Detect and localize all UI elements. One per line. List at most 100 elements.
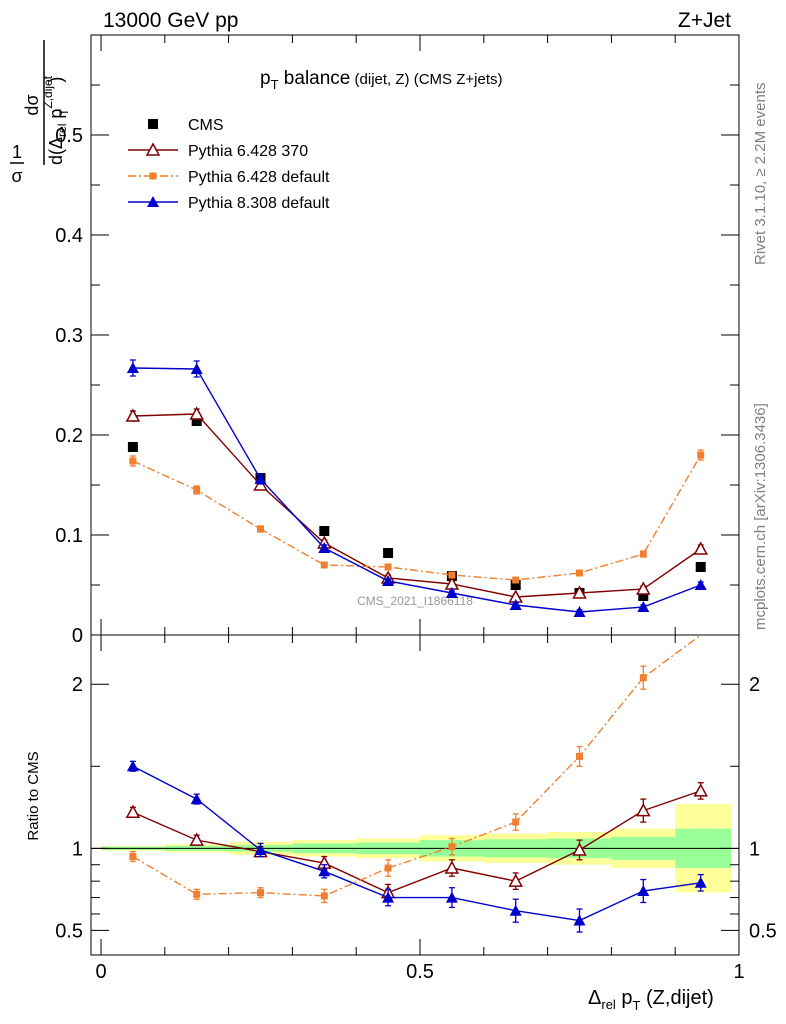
main-point — [191, 416, 202, 426]
ratio-point — [193, 890, 201, 898]
ratio-point — [318, 865, 331, 877]
ratio-point — [254, 843, 267, 855]
ratio-frame — [90, 634, 740, 956]
main-series-line — [132, 454, 702, 581]
x-axis-label: Δrel pT (Z,dijet) — [588, 987, 714, 1013]
ratio-point — [573, 914, 586, 926]
ratio-series-line — [132, 634, 702, 897]
ratio-point — [257, 889, 264, 897]
ratio-point — [126, 760, 139, 772]
ratio-point — [320, 892, 328, 900]
ratio-point — [448, 843, 456, 851]
main-point — [257, 525, 264, 533]
ratio-point — [637, 885, 650, 896]
ratio-series-line — [132, 765, 701, 922]
legend-marker — [148, 119, 158, 129]
ratio-point — [512, 818, 520, 826]
ylabel-sup: Z,dijet — [41, 75, 55, 108]
ratio-series-pythia-8-308-default — [126, 760, 707, 933]
xtick-label: 0 — [95, 961, 106, 983]
ratio-series-pythia-6-428-default — [129, 634, 702, 904]
main-point — [573, 606, 586, 617]
main-point — [193, 486, 201, 494]
ratio-point — [639, 674, 647, 682]
watermark: CMS_2021_I1866118 — [357, 594, 473, 608]
main-point — [697, 451, 705, 459]
ylabel-frac-den: σ — [11, 166, 22, 186]
ratio-point — [382, 891, 395, 903]
main-point — [636, 581, 651, 595]
legend: CMS Pythia 6.428 370 Pythia 6.428 default P… — [128, 117, 330, 212]
main-point — [189, 406, 204, 420]
main-ytick-label: 0.3 — [55, 325, 83, 347]
ratio-point — [576, 752, 583, 760]
ratio-point — [636, 803, 651, 817]
main-ytick-label: 0.5 — [55, 125, 83, 147]
main-series-line — [132, 367, 701, 613]
ratio-ytick-label-right: 0.5 — [749, 920, 777, 942]
main-point — [576, 569, 583, 577]
main-point — [693, 541, 708, 555]
ratio-point — [129, 853, 137, 861]
main-series — [125, 359, 708, 617]
main-point — [695, 562, 706, 572]
main-point — [510, 580, 521, 590]
legend-item: Pythia 8.308 default — [128, 195, 330, 212]
svg-text:d(Δrel pZ,dijetT): d(Δrel pZ,dijetT) — [41, 75, 71, 165]
main-point — [694, 579, 707, 590]
legend-marker — [149, 172, 157, 180]
main-point — [639, 550, 647, 558]
rivet-label: Rivet 3.1.10, ≥ 2.2M events — [752, 83, 769, 266]
header-left: 13000 GeV pp — [103, 9, 238, 32]
main-point — [126, 362, 139, 373]
main-point — [512, 576, 520, 584]
ratio-point — [384, 864, 392, 872]
xtick-label: 1 — [733, 961, 744, 983]
main-point — [384, 563, 392, 571]
ylabel-frac-num: 1 — [12, 142, 22, 162]
legend-marker — [147, 196, 159, 207]
main-title: pT balance (dijet, Z) (CMS Z+jets) — [260, 68, 503, 92]
main-point — [129, 457, 137, 465]
ylabel-p: p — [46, 109, 66, 124]
main-y-axis-label: 1 σ dσ d(Δrel pZ,dijetT) — [10, 40, 71, 186]
main-point — [445, 587, 458, 598]
ratio-point — [693, 783, 708, 797]
ratio-point — [189, 832, 204, 846]
ratio-point — [125, 804, 141, 818]
main-ytick-label: 0.1 — [55, 525, 83, 547]
legend-item: CMS — [148, 117, 224, 134]
ratio-point — [444, 860, 460, 874]
main-point — [572, 585, 587, 599]
ratio-series — [125, 634, 708, 933]
main-ytick-label: 0.4 — [55, 225, 83, 247]
main-ytick-label: 0.2 — [55, 425, 83, 447]
ylabel-rel: rel — [55, 124, 69, 137]
legend-label: Pythia 6.428 370 — [188, 143, 308, 160]
legend-label: CMS — [188, 117, 224, 134]
main-point — [190, 363, 203, 374]
ratio-ytick-label: 1 — [72, 838, 83, 860]
main-point — [509, 599, 522, 610]
ratio-ytick-label: 2 — [72, 674, 83, 696]
main-point — [127, 442, 138, 452]
xtick-label: 0.5 — [406, 961, 434, 983]
ratio-point — [508, 873, 523, 887]
main-point — [319, 526, 330, 536]
ratio-ytick-label-right: 2 — [749, 674, 760, 696]
legend-item: Pythia 6.428 370 — [128, 142, 308, 160]
main-point — [638, 591, 649, 601]
main-point — [448, 571, 456, 579]
main-point — [637, 601, 650, 612]
main-point — [318, 542, 331, 553]
legend-label: Pythia 6.428 default — [188, 169, 330, 186]
ratio-point — [694, 876, 707, 888]
ratio-series-line — [132, 790, 701, 894]
ylabel-T: T — [57, 108, 71, 116]
ratio-point — [445, 891, 458, 903]
axis-ticks: 00.10.20.30.40.50.5 0.51 12 20 0.5 1 — [55, 35, 777, 983]
main-point — [320, 561, 328, 569]
ylabel-deriv-num: dσ — [22, 94, 42, 115]
main-series-pythia-6-428-370 — [125, 406, 708, 603]
